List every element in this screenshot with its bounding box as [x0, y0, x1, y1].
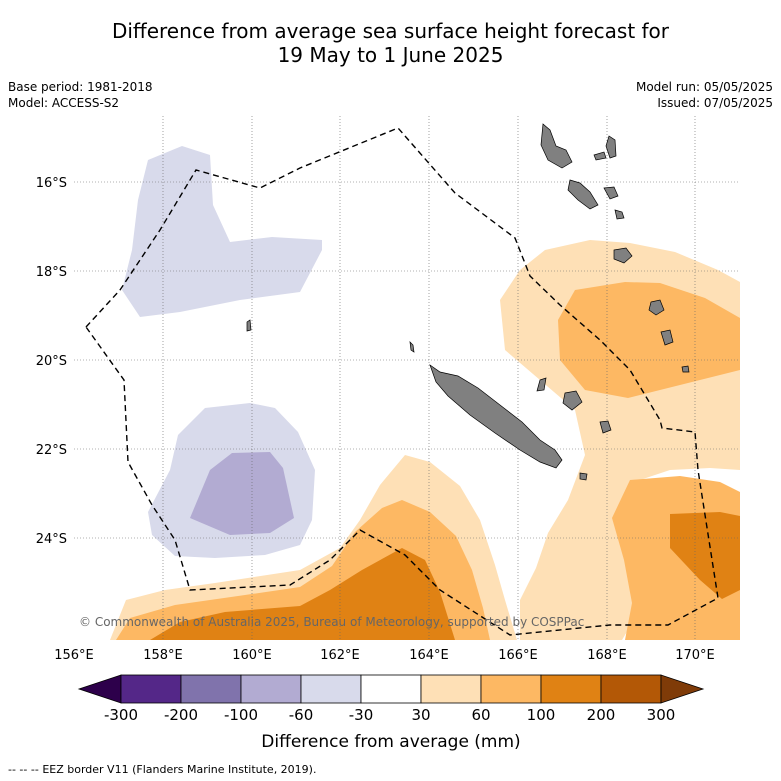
- colorbar-tick: 100: [527, 706, 556, 724]
- new-caledonia: [429, 364, 563, 469]
- colorbar-tick: -200: [164, 706, 198, 724]
- colorbar-tick: 200: [587, 706, 616, 724]
- colorbar-ticks: -300 -200 -100 -60 -30 30 60 100 200 300: [104, 706, 675, 724]
- chart-title: Difference from average sea surface heig…: [0, 19, 781, 67]
- colorbar-tick: 30: [411, 706, 430, 724]
- map-area: © Commonwealth of Australia 2025, Bureau…: [74, 116, 740, 640]
- issued-date: Issued: 07/05/2025: [657, 96, 773, 110]
- vanuatu-small-2: [614, 209, 625, 220]
- model-name: Model: ACCESS-S2: [8, 96, 120, 110]
- isle-of-pines: [579, 472, 588, 481]
- colorbar-swatch: [120, 674, 182, 704]
- chesterfield-islet: [246, 319, 252, 332]
- title-line-1: Difference from average sea surface heig…: [111, 19, 670, 43]
- lon-label: 166°E: [498, 648, 538, 663]
- vanuatu-malekula: [567, 179, 599, 210]
- loyalty-ouvea: [536, 377, 547, 392]
- loyalty-mare: [599, 420, 612, 434]
- model-run: Model run: 05/05/2025: [635, 80, 773, 94]
- colorbar-tick: -60: [289, 706, 314, 724]
- anomaly-pos-south-core: [150, 548, 455, 640]
- erromango-island: [660, 329, 674, 346]
- eez-legend-dash: -- -- --: [8, 763, 39, 776]
- colorbar-swatch: [540, 674, 602, 704]
- colorbar-tick: -300: [104, 706, 138, 724]
- copyright-notice: © Commonwealth of Australia 2025, Bureau…: [79, 615, 584, 629]
- lon-label: 156°E: [54, 648, 94, 663]
- anomaly-pos-southeast-core: [670, 512, 740, 599]
- lon-label: 162°E: [320, 648, 360, 663]
- vanuatu-islands-mid: [603, 186, 619, 200]
- vanuatu-espiritu-santo: [540, 123, 573, 169]
- colorbar-tick: 300: [647, 706, 676, 724]
- lat-label: 24°S: [36, 532, 67, 547]
- colorbar-swatch: [300, 674, 362, 704]
- lon-label: 158°E: [143, 648, 183, 663]
- anomaly-pos-east-mid: [558, 282, 740, 398]
- colorbar-swatch: [420, 674, 482, 704]
- lat-label: 22°S: [36, 443, 67, 458]
- latitude-labels: 16°S 18°S 20°S 22°S 24°S: [36, 176, 67, 547]
- colorbar-swatch: [180, 674, 242, 704]
- longitude-labels: 156°E 158°E 160°E 162°E 164°E 166°E 168°…: [54, 648, 715, 663]
- colorbar-swatch: [240, 674, 302, 704]
- tanna-island: [648, 299, 665, 316]
- lat-label: 16°S: [36, 176, 67, 191]
- eez-legend: -- -- -- EEZ border V11 (Flanders Marine…: [8, 763, 316, 776]
- colorbar: [77, 674, 705, 704]
- run-info: Model run: 05/05/2025 Issued: 07/05/2025: [636, 79, 773, 111]
- base-period: Base period: 1981-2018: [8, 80, 153, 94]
- vanuatu-islands-north: [605, 135, 617, 159]
- lon-label: 164°E: [409, 648, 449, 663]
- colorbar-label: Difference from average (mm): [261, 732, 520, 752]
- lon-label: 168°E: [587, 648, 627, 663]
- vanuatu-efate: [613, 247, 633, 264]
- aneityum-island: [681, 365, 690, 373]
- colorbar-swatch: [360, 674, 422, 704]
- eez-legend-text: EEZ border V11 (Flanders Marine Institut…: [42, 763, 317, 776]
- vanuatu-small-1: [593, 151, 607, 161]
- anomaly-neg-north: [122, 146, 322, 317]
- colorbar-under-arrow: [77, 674, 122, 704]
- lon-label: 170°E: [675, 648, 715, 663]
- colorbar-swatch: [600, 674, 662, 704]
- lon-label: 160°E: [232, 648, 272, 663]
- title-line-2: 19 May to 1 June 2025: [277, 43, 504, 67]
- colorbar-tick: -30: [349, 706, 374, 724]
- colorbar-tick: -100: [224, 706, 258, 724]
- land: [246, 123, 690, 481]
- anomaly-neg-core: [190, 452, 294, 535]
- loyalty-lifou: [562, 390, 583, 411]
- colorbar-over-arrow: [660, 674, 705, 704]
- colorbar-tick: 60: [471, 706, 490, 724]
- lat-label: 18°S: [36, 265, 67, 280]
- eez-border: [85, 127, 719, 636]
- graticule: [74, 116, 740, 640]
- belep-islet: [409, 341, 415, 353]
- lat-label: 20°S: [36, 354, 67, 369]
- model-info: Base period: 1981-2018 Model: ACCESS-S2: [8, 79, 153, 111]
- colorbar-swatch: [480, 674, 542, 704]
